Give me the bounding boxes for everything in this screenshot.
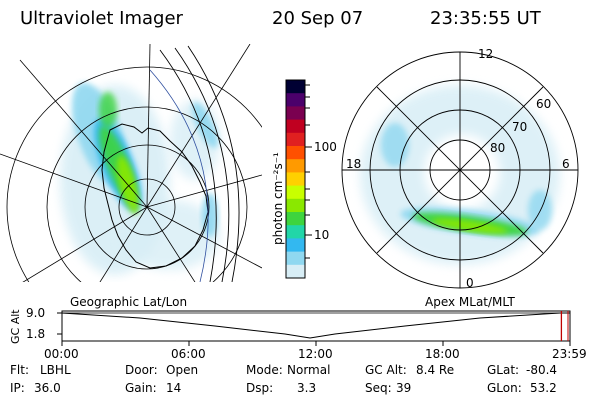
timeline-yticks — [57, 312, 62, 335]
geo-limb-arcs — [159, 45, 240, 282]
colorbar-segment — [286, 132, 305, 147]
dsp-value: 3.3 — [297, 381, 317, 395]
seq-label: Seq: — [365, 381, 392, 395]
timeline-xtick-1800: 18:00 — [425, 347, 460, 361]
seq-value: 39 — [396, 381, 412, 395]
date-label: 20 Sep 07 — [272, 8, 364, 29]
mlat-label-80: 80 — [490, 141, 506, 155]
mlt-label-12: 12 — [478, 47, 494, 61]
door-label: Door: — [125, 363, 158, 377]
apex-caption: Apex MLat/MLT — [425, 295, 515, 309]
colorbar-segment — [286, 264, 305, 279]
colorbar-segment — [286, 159, 305, 173]
geo-continent-outline — [101, 123, 209, 269]
colorbar-segment — [286, 93, 305, 107]
colorbar-segment — [286, 225, 305, 239]
timeline-xticks — [61, 341, 571, 346]
mode-value: Normal — [287, 363, 331, 377]
colorbar-border — [285, 79, 306, 279]
mlat-label-60: 60 — [536, 97, 552, 111]
colorbar — [285, 79, 306, 279]
gain-value: 14 — [166, 381, 182, 395]
geo-terminator-line — [149, 69, 209, 282]
timeline-ytick-bottom: 1.8 — [26, 327, 46, 341]
mlt-label-0: 0 — [466, 276, 474, 290]
filter-label: Flt: — [10, 363, 29, 377]
ip-value: 36.0 — [34, 381, 61, 395]
colorbar-segment — [286, 146, 305, 160]
colorbar-segment — [286, 251, 305, 266]
glon-value: 53.2 — [530, 381, 557, 395]
geo-map — [0, 44, 262, 282]
mlt-label-18: 18 — [346, 157, 362, 171]
ip-label: IP: — [10, 381, 25, 395]
timeline-xtick-0600: 06:00 — [171, 347, 206, 361]
mlt-label-6: 6 — [562, 157, 570, 171]
colorbar-unit-label: photon cm⁻²s⁻¹ — [271, 152, 285, 245]
colorbar-segment — [286, 119, 305, 134]
geo-caption: Geographic Lat/Lon — [70, 295, 188, 309]
gc-alt-label: GC Alt: — [365, 363, 407, 377]
instrument-title: Ultraviolet Imager — [20, 8, 183, 29]
geo-latitude-circles — [6, 66, 262, 282]
colorbar-tick-10: 10 — [314, 228, 330, 242]
filter-value: LBHL — [40, 363, 71, 377]
mlat-label-70: 70 — [512, 120, 528, 134]
timeline-plot — [57, 310, 571, 346]
door-value: Open — [166, 363, 199, 377]
time-label: 23:35:55 UT — [430, 8, 541, 29]
colorbar-ticks — [305, 84, 312, 259]
gain-label: Gain: — [125, 381, 157, 395]
gc-alt-value: 8.4 Re — [416, 363, 455, 377]
colorbar-segment — [286, 212, 305, 226]
geo-longitude-lines — [0, 44, 262, 282]
mode-label: Mode: — [246, 363, 283, 377]
colorbar-tick-100: 100 — [314, 140, 337, 154]
dsp-label: Dsp: — [246, 381, 274, 395]
glat-value: -80.4 — [526, 363, 558, 377]
glat-label: GLat: — [487, 363, 520, 377]
timeline-altitude-curve — [61, 312, 570, 339]
apex-grid — [341, 51, 579, 289]
timeline-ylabel: GC Alt — [9, 309, 22, 344]
timeline-xtick-0000: 00:00 — [44, 347, 79, 361]
colorbar-segment — [286, 172, 305, 187]
colorbar-segment — [286, 238, 305, 253]
timeline-xtick-1200: 12:00 — [298, 347, 333, 361]
glon-label: GLon: — [487, 381, 522, 395]
timeline-xtick-2359: 23:59 — [552, 347, 587, 361]
colorbar-segment — [286, 80, 305, 94]
colorbar-segment — [286, 198, 305, 213]
colorbar-segment — [286, 185, 305, 200]
timeline-ytick-top: 9.0 — [26, 306, 46, 320]
colorbar-segment — [286, 106, 305, 121]
